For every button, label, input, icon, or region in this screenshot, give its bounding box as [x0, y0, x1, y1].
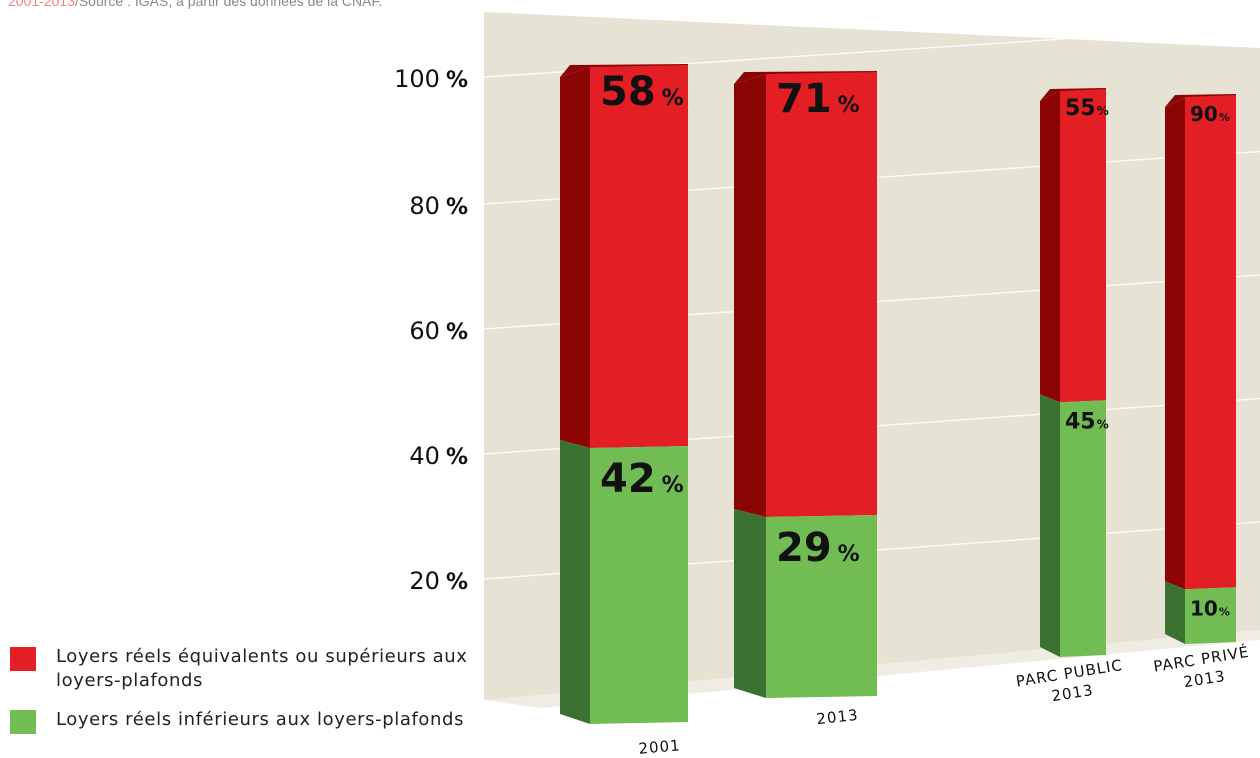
bar-side-red: [560, 67, 590, 449]
bar-segment-red: [766, 72, 877, 518]
bar-side-red: [1040, 91, 1060, 403]
bar-segment-red: [590, 65, 688, 449]
bar-segment-red: [1060, 89, 1106, 403]
ytick-label-80: 80%: [409, 192, 468, 220]
source-text: /Source : IGAS, à partir des données de …: [74, 0, 383, 9]
bar-4: 90% 10%: [1165, 94, 1236, 644]
legend-swatch-red: [10, 647, 36, 671]
bar-segment-red: [1185, 95, 1236, 590]
legend-swatch-green: [10, 710, 36, 734]
x-tick-label-4: PARC PRIVÉ2013: [1152, 642, 1254, 696]
bar-side-green: [734, 509, 766, 698]
bar-side-green: [560, 440, 590, 724]
bar-segment-green: [1185, 587, 1236, 644]
value-label-red: 58%: [600, 69, 684, 115]
ytick-label-100: 100%: [394, 65, 468, 93]
value-label-green: 42%: [600, 456, 684, 502]
legend-label-green: Loyers réels inférieurs aux loyers-plafo…: [56, 709, 465, 730]
bar-top: [1165, 94, 1236, 107]
source-years: 2001-2013: [8, 0, 75, 9]
legend-label-red: Loyers réels équivalents ou supérieurs a…: [56, 646, 468, 691]
ytick-label-60: 60%: [409, 317, 468, 345]
bar-1: 58 % 42%: [560, 64, 688, 724]
bar-segment-green: [766, 515, 877, 698]
legend-item-red: Loyers réels équivalents ou supérieurs a…: [10, 645, 506, 693]
x-tick-label-1: 2001: [638, 736, 682, 758]
bar-top: [1040, 88, 1106, 101]
legend-item-green: Loyers réels inférieurs aux loyers-plafo…: [10, 708, 506, 734]
bar-side-red: [1165, 97, 1185, 590]
ytick-label-40: 40%: [409, 442, 468, 470]
value-label-red: 90%: [1190, 102, 1230, 126]
bar-segment-green: [1060, 400, 1106, 657]
value-label-green: 10%: [1190, 596, 1230, 620]
x-tick-label-3: PARC PUBLIC2013: [1015, 656, 1127, 710]
bar-3: 55% 45%: [1040, 88, 1109, 657]
value-label-red: 55%: [1065, 96, 1109, 121]
bar-side-green: [1040, 394, 1060, 657]
x-tick-label-2: 2013: [816, 706, 860, 728]
bar-side-green: [1165, 581, 1185, 644]
value-label-green: 29%: [776, 525, 860, 571]
bar-side-red: [734, 74, 766, 518]
ytick-label-20: 20%: [409, 567, 468, 595]
source-note: 2001-2013/Source : IGAS, à partir des do…: [8, 0, 382, 9]
bar-segment-green: [590, 446, 688, 724]
bar-2: 71 % 29%: [734, 71, 877, 698]
value-label-red: 71%: [776, 76, 860, 122]
value-label-green: 45%: [1065, 409, 1109, 434]
